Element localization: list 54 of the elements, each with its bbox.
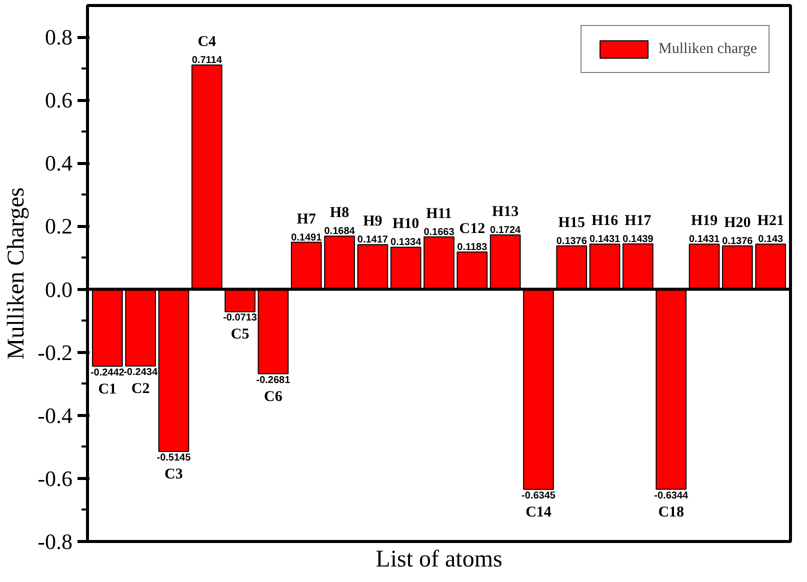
y-tick-label: -0.6: [38, 466, 72, 491]
y-tick-label: 0.8: [45, 24, 72, 50]
x-tick-label: H16: [591, 213, 619, 230]
data-label: -0.2681: [256, 374, 291, 386]
y-tick-label: -0.4: [38, 402, 72, 428]
data-label: 0.143: [758, 234, 784, 246]
data-label: 0.1663: [424, 226, 455, 238]
y-tick-label: -0.8: [38, 529, 72, 554]
x-tick-label: C18: [658, 504, 684, 520]
x-tick-label: H15: [558, 214, 585, 231]
x-tick-label: C12: [459, 220, 486, 237]
data-label: 0.1183: [457, 242, 488, 253]
x-tick-label: H20: [724, 214, 751, 231]
data-label: 0.1376: [722, 236, 754, 247]
data-label: 0.1439: [622, 234, 654, 245]
x-axis-title: List of atoms: [376, 546, 502, 572]
data-label: 0.1431: [590, 234, 621, 246]
x-tick-label: H8: [330, 205, 350, 222]
x-tick-label: C5: [230, 326, 250, 343]
x-tick-label: H19: [690, 213, 718, 230]
data-label: 0.1684: [324, 226, 356, 238]
x-tick-label: C1: [98, 381, 117, 398]
data-label: -0.5145: [156, 452, 192, 464]
data-label: 0.1431: [688, 234, 720, 246]
legend-label: Mulliken charge: [658, 40, 757, 58]
data-label: 0.1417: [357, 234, 388, 246]
x-tick-label: C6: [264, 388, 283, 405]
x-tick-label: C14: [526, 504, 552, 520]
data-label: -0.0713: [223, 312, 258, 324]
data-label: 0.1334: [390, 237, 422, 248]
data-label: -0.6344: [654, 490, 689, 502]
y-tick-label: 0.4: [45, 150, 72, 176]
x-tick-label: C4: [198, 34, 217, 50]
x-tick-label: H11: [426, 206, 452, 222]
data-label: -0.6345: [522, 490, 556, 502]
x-tick-label: H17: [624, 212, 652, 229]
data-label: -0.2434: [124, 367, 158, 378]
y-tick-label: 0.0: [45, 276, 72, 302]
x-tick-label: H10: [392, 216, 420, 232]
y-tick-label: 0.2: [45, 214, 72, 239]
data-label: 0.1376: [556, 236, 588, 247]
data-label: -0.2442: [90, 367, 125, 378]
x-tick-label: C2: [131, 381, 150, 398]
y-axis-title: Mulliken Charges: [4, 187, 30, 360]
x-tick-label: C3: [164, 466, 183, 482]
x-tick-label: H9: [363, 214, 382, 230]
x-tick-label: H7: [296, 211, 316, 228]
data-label: 0.1491: [291, 232, 322, 244]
data-label: 0.1724: [490, 224, 522, 236]
x-tick-label: H21: [757, 213, 784, 230]
y-tick-label: -0.2: [38, 340, 72, 365]
y-tick-label: 0.6: [45, 88, 72, 113]
data-label: 0.7114: [192, 54, 222, 66]
x-tick-label: H13: [492, 204, 519, 220]
